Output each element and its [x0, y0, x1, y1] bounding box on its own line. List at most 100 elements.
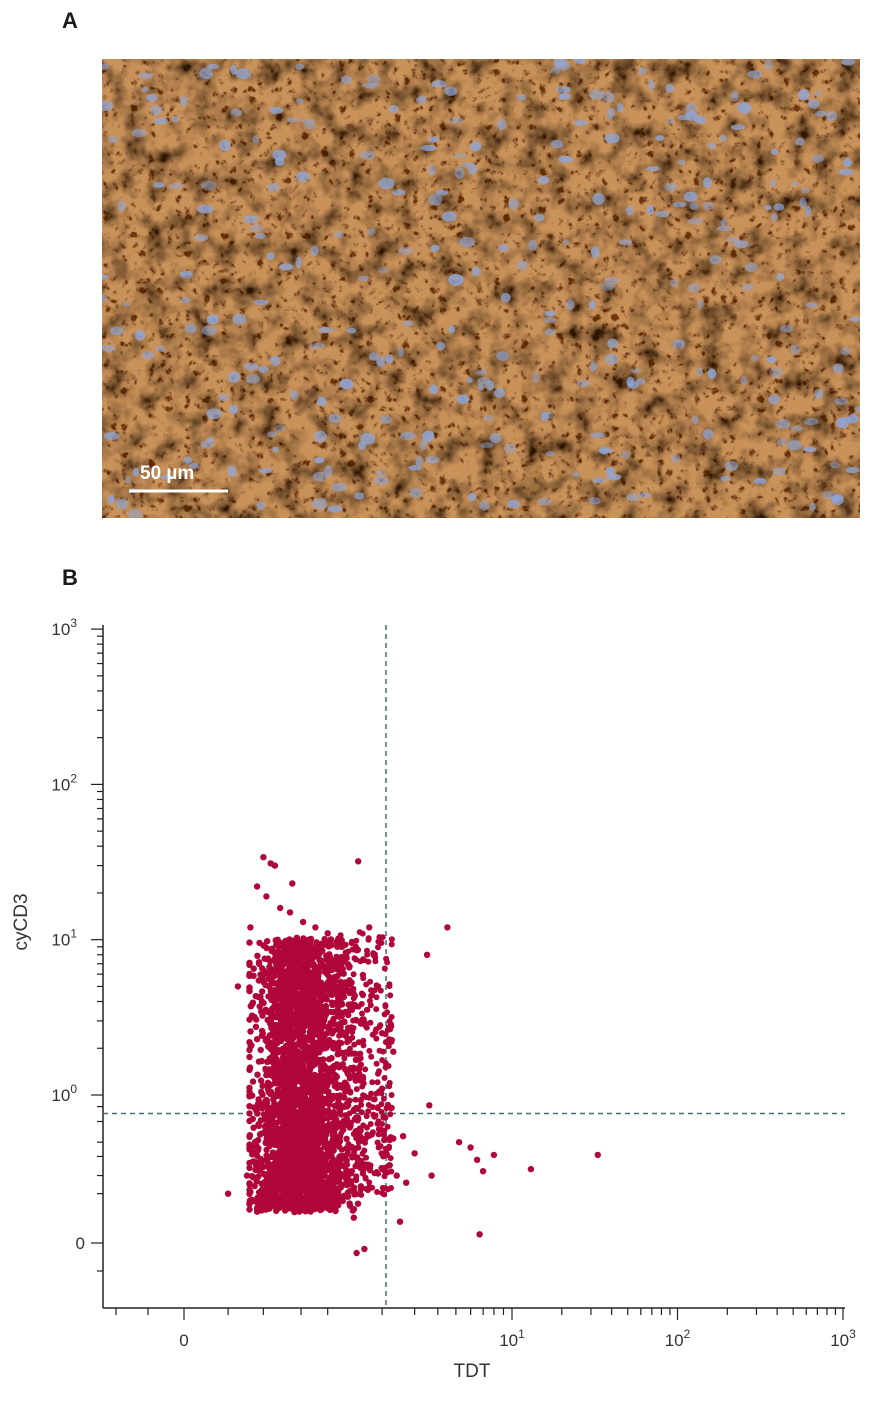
data-point [344, 1151, 351, 1158]
data-point [366, 1133, 373, 1139]
nucleus [117, 200, 127, 212]
data-point [256, 1003, 263, 1010]
data-point [256, 1131, 264, 1138]
outlier-point [428, 1172, 435, 1179]
data-point [363, 1006, 370, 1013]
data-point [266, 1112, 273, 1120]
nucleus [620, 450, 631, 459]
outlier-point [455, 1139, 463, 1146]
data-point [246, 972, 253, 979]
data-point [249, 1115, 256, 1123]
data-point [379, 1184, 386, 1191]
data-point [347, 1089, 354, 1096]
data-point [337, 1092, 344, 1099]
nucleus [811, 154, 824, 163]
data-point [270, 1026, 278, 1033]
outlier-point [399, 1133, 407, 1140]
outlier-point [527, 1165, 535, 1173]
data-point [338, 1040, 345, 1046]
nucleus [232, 313, 247, 325]
data-point [282, 990, 289, 997]
nucleus [829, 461, 840, 469]
data-point [258, 1161, 265, 1168]
nucleus [206, 408, 222, 420]
data-point [345, 948, 352, 955]
nucleus [102, 344, 116, 352]
nucleus [459, 236, 475, 248]
data-point [323, 1044, 330, 1051]
nucleus [787, 440, 802, 451]
data-point [290, 1081, 297, 1088]
data-point [322, 1011, 330, 1018]
nucleus [670, 279, 679, 288]
x-tick-label: 101 [499, 1327, 525, 1350]
data-point [259, 1082, 266, 1090]
data-point [274, 1178, 281, 1185]
data-point [324, 979, 332, 986]
nucleus [708, 142, 716, 150]
data-point [316, 1011, 323, 1019]
nucleus [799, 197, 807, 209]
data-point [342, 1120, 349, 1127]
nucleus [267, 182, 280, 192]
nucleus [544, 310, 556, 317]
data-point [357, 1186, 364, 1193]
nucleus [672, 339, 686, 349]
nucleus [772, 467, 787, 476]
nucleus [667, 117, 674, 125]
data-point [361, 1147, 368, 1154]
nucleus [726, 236, 740, 244]
data-point [312, 986, 320, 993]
data-point [353, 1173, 360, 1180]
outlier-point [393, 1172, 400, 1179]
data-point [336, 956, 343, 963]
nucleus [619, 239, 633, 246]
nucleus [427, 164, 437, 176]
data-point [307, 991, 315, 998]
nucleus [507, 499, 521, 509]
panel-label-b: B [62, 565, 78, 590]
nucleus [189, 462, 199, 469]
nucleus [301, 119, 315, 125]
data-point [325, 1126, 333, 1133]
outlier-point [243, 1172, 251, 1179]
data-point [335, 1167, 341, 1174]
nucleus [229, 404, 238, 414]
data-point [246, 1181, 253, 1188]
nucleus [655, 135, 665, 141]
data-point [278, 940, 285, 947]
data-point [259, 1030, 266, 1037]
nucleus [122, 301, 131, 307]
data-point [365, 935, 372, 942]
nucleus [286, 117, 300, 123]
nucleus [738, 102, 752, 114]
data-point [343, 982, 350, 989]
nucleus [385, 354, 394, 364]
nucleus [269, 106, 284, 114]
nucleus [545, 451, 555, 457]
nucleus [709, 255, 722, 265]
data-point [382, 1064, 389, 1071]
outlier-point [370, 951, 377, 958]
data-point [384, 1009, 391, 1016]
nucleus [545, 411, 554, 419]
data-point [270, 1064, 277, 1071]
nucleus [798, 89, 810, 101]
nucleus [313, 430, 327, 443]
outlier-point [378, 1085, 386, 1092]
data-point [355, 1116, 362, 1123]
data-point [257, 1046, 264, 1054]
nucleus [540, 411, 549, 422]
data-point [311, 1052, 319, 1059]
data-point [313, 1080, 320, 1087]
nucleus [359, 150, 376, 160]
nucleus [493, 388, 506, 398]
nucleus [327, 505, 343, 513]
outlier-point [386, 1162, 393, 1169]
data-point [321, 1161, 328, 1169]
data-point [346, 1045, 353, 1052]
nucleus [249, 224, 264, 233]
data-point [295, 1002, 302, 1009]
data-point [299, 1154, 307, 1161]
data-point [343, 1028, 350, 1035]
